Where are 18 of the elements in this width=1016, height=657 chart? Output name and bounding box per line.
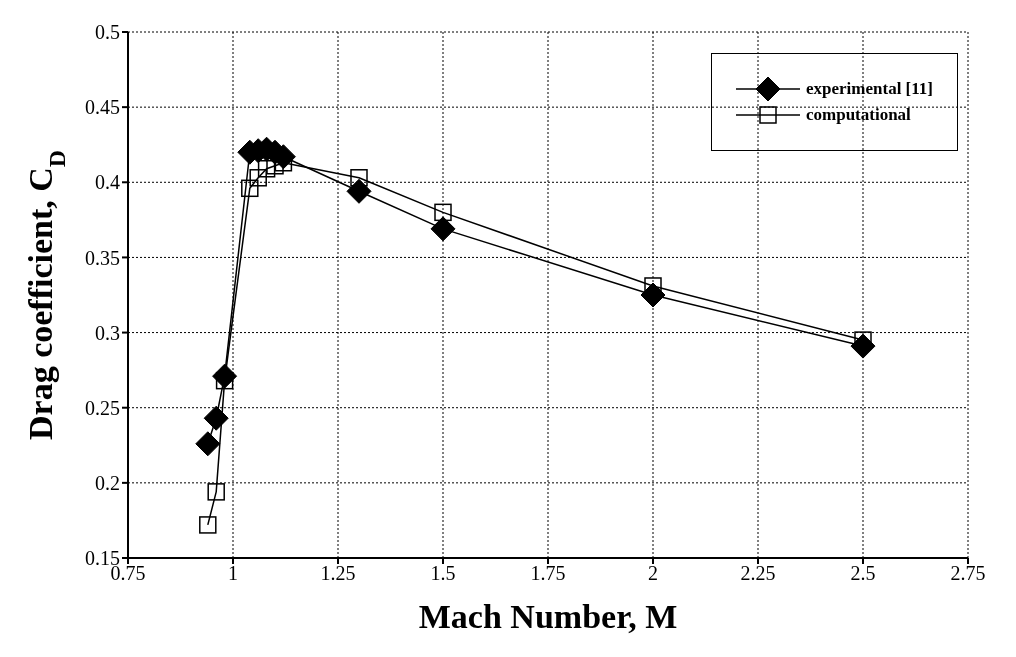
x-tick-label: 2.75 bbox=[950, 562, 986, 585]
y-tick-label: 0.45 bbox=[85, 96, 120, 119]
y-tick-label: 0.3 bbox=[95, 321, 120, 344]
legend-label: experimental [11] bbox=[806, 78, 933, 100]
x-axis-title: Mach Number, M bbox=[418, 598, 678, 635]
x-tick-label: 1.25 bbox=[320, 562, 356, 585]
x-tick-label: 2.25 bbox=[740, 562, 776, 585]
x-tick-label: 1 bbox=[228, 562, 238, 585]
x-tick-label: 2 bbox=[648, 562, 658, 585]
y-tick-label: 0.5 bbox=[95, 21, 120, 44]
y-tick-label: 0.4 bbox=[95, 171, 120, 194]
legend-label: computational bbox=[806, 104, 911, 126]
x-tick-label: 1.5 bbox=[430, 562, 456, 585]
y-tick-label: 0.35 bbox=[85, 246, 120, 269]
x-tick-label: 1.75 bbox=[530, 562, 566, 585]
y-tick-label: 0.2 bbox=[95, 471, 120, 494]
x-tick-label: 2.5 bbox=[850, 562, 876, 585]
y-tick-label: 0.25 bbox=[85, 396, 120, 419]
